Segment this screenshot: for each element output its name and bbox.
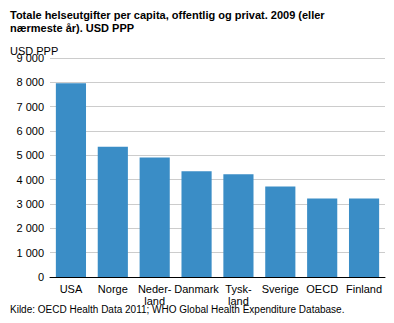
svg-text:6 000: 6 000 (16, 125, 44, 137)
svg-text:Totale helseutgifter per capit: Totale helseutgifter per capita, offentl… (10, 9, 325, 21)
svg-text:Danmark: Danmark (174, 283, 219, 295)
svg-text:OECD: OECD (306, 283, 338, 295)
svg-text:5 000: 5 000 (16, 149, 44, 161)
svg-text:USA: USA (60, 283, 83, 295)
svg-text:Norge: Norge (98, 283, 128, 295)
svg-text:9 000: 9 000 (16, 52, 44, 64)
svg-text:1 000: 1 000 (16, 247, 44, 259)
svg-text:4 000: 4 000 (16, 174, 44, 186)
svg-text:nærmeste år). USD PPP: nærmeste år). USD PPP (10, 22, 134, 34)
svg-text:Sverige: Sverige (262, 283, 299, 295)
svg-text:2 000: 2 000 (16, 222, 44, 234)
svg-text:0: 0 (38, 271, 44, 283)
svg-text:Kilde: OECD Health Data 2011;: Kilde: OECD Health Data 2011; WHO Global… (10, 304, 344, 315)
svg-text:Finland: Finland (346, 283, 382, 295)
svg-text:Neder-: Neder- (138, 283, 172, 295)
svg-text:3 000: 3 000 (16, 198, 44, 210)
svg-text:7 000: 7 000 (16, 101, 44, 113)
svg-text:land: land (144, 295, 166, 307)
svg-text:land: land (228, 295, 249, 307)
svg-text:Tysk-: Tysk- (225, 283, 252, 295)
svg-text:8 000: 8 000 (16, 76, 44, 88)
svg-text:USD PPP: USD PPP (10, 45, 58, 57)
